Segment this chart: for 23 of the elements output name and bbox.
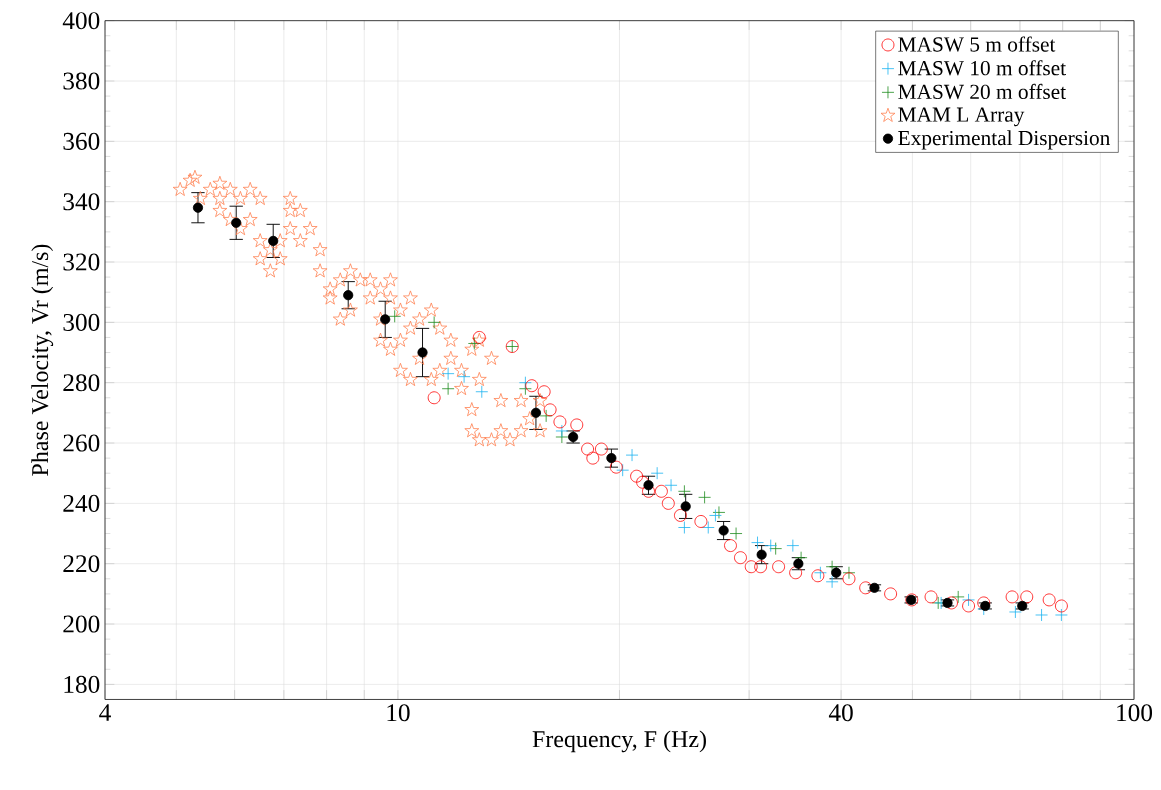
legend-label: MASW 10 m offset: [898, 60, 1066, 76]
y-tick-label: 180: [64, 675, 100, 693]
y-tick-label: 220: [63, 555, 100, 573]
y-tick-label: 300: [63, 313, 100, 331]
x-tick-label: 40: [828, 704, 853, 722]
y-axis-title: Phase Velocity, Vr (m/s): [31, 244, 54, 476]
y-tick-label: 400: [62, 12, 100, 30]
x-axis-title: Frequency, F (Hz): [532, 730, 706, 753]
y-tick-label: 200: [63, 615, 100, 633]
y-tick-label: 240: [63, 494, 100, 512]
legend-label: MASW 20 m offset: [898, 83, 1066, 100]
y-tick-label: 340: [63, 193, 100, 211]
x-tick-label: 4: [99, 704, 111, 721]
y-tick-label: 360: [63, 132, 100, 150]
x-tick-label: 10: [387, 704, 410, 722]
legend-label: MASW 5 m offset: [898, 36, 1056, 52]
y-tick-label: 260: [63, 434, 100, 452]
y-tick-label: 280: [63, 374, 100, 392]
y-tick-label: 320: [63, 253, 100, 271]
x-tick-label: 100: [1117, 704, 1153, 722]
legend-label: Experimental Dispersion: [898, 130, 1111, 150]
legend-label: MAM L Array: [898, 107, 1025, 127]
y-tick-label: 380: [63, 72, 100, 90]
